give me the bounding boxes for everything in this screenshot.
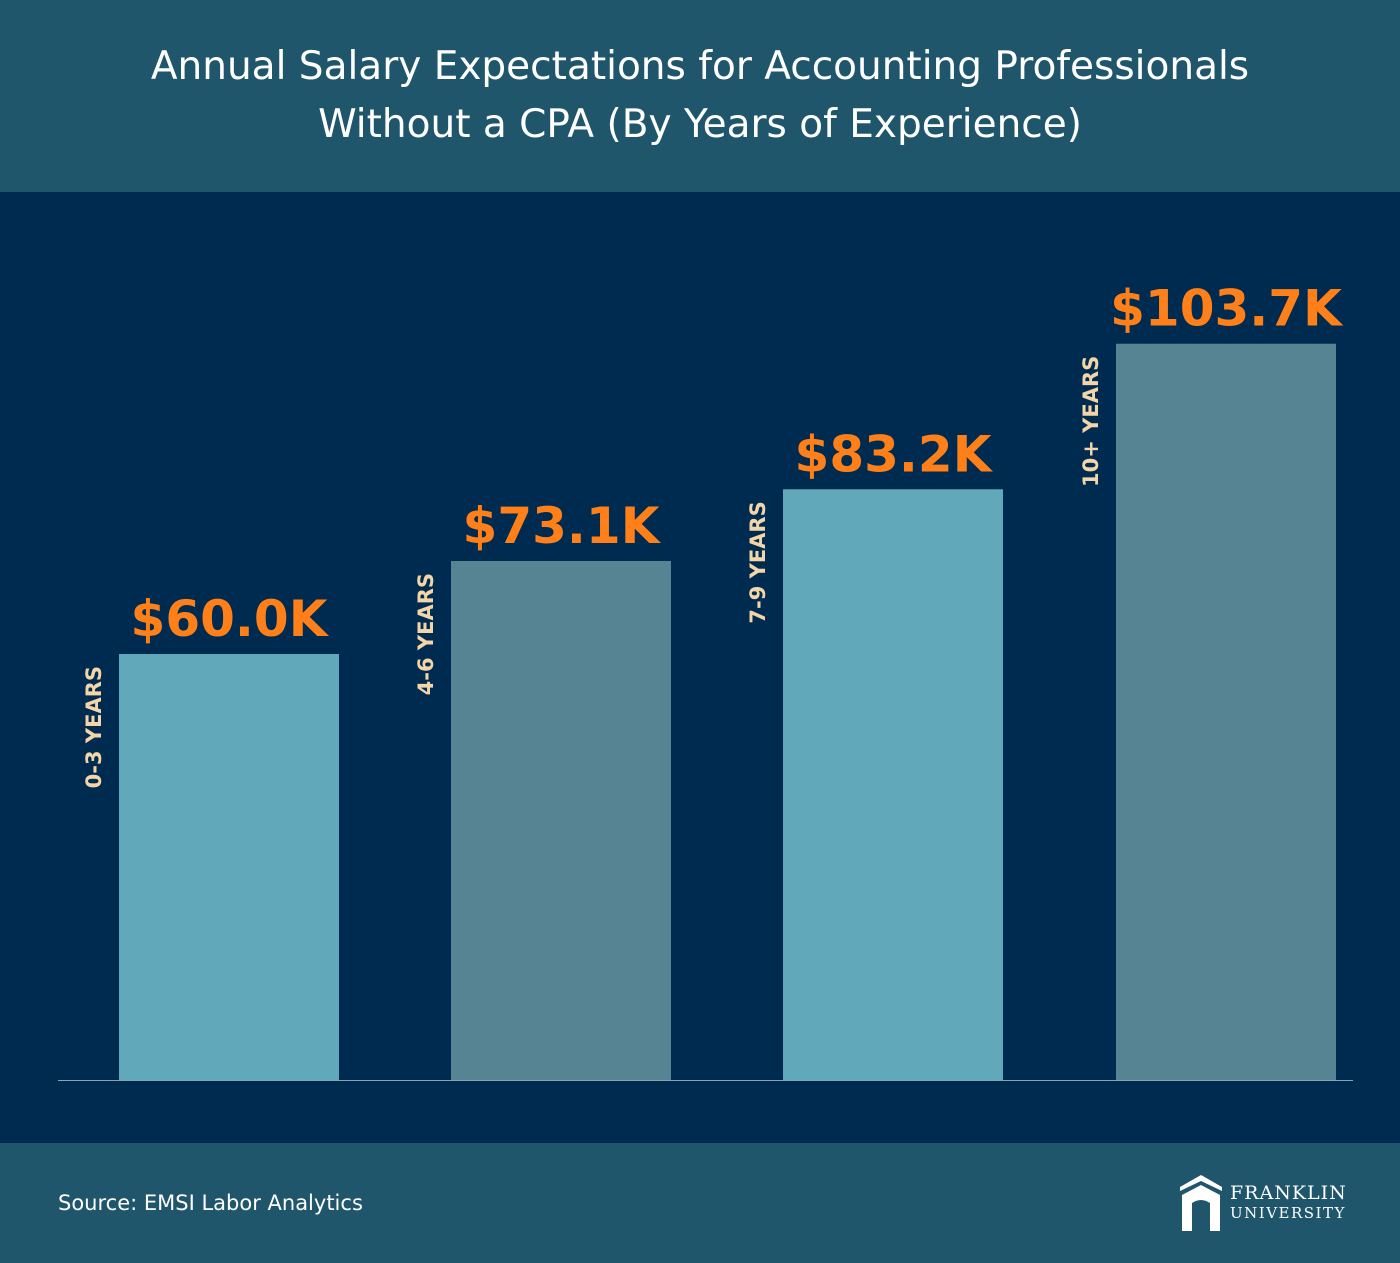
value-label-1: $60.0K bbox=[131, 590, 330, 648]
footer: Source: EMSI Labor Analytics FRANKLIN UN… bbox=[0, 1143, 1400, 1263]
source-note: Source: EMSI Labor Analytics bbox=[58, 1191, 363, 1215]
bar-2 bbox=[451, 560, 671, 1080]
value-label-2: $73.1K bbox=[463, 497, 662, 555]
bar-3 bbox=[783, 489, 1003, 1080]
bar-chart: $60.0K 0-3 YEARS $73.1K 4-6 YEARS $83.2K 7-9 … bbox=[58, 280, 1353, 1081]
value-label-3: $83.2K bbox=[795, 425, 994, 483]
logo-line2: UNIVERSITY bbox=[1230, 1204, 1346, 1222]
category-label-2: 4-6 YEARS bbox=[414, 573, 438, 695]
bar-1 bbox=[119, 654, 339, 1080]
chart-title-line1: Annual Salary Expectations for Accountin… bbox=[150, 44, 1250, 89]
logo-wordmark: FRANKLIN UNIVERSITY bbox=[1230, 1183, 1347, 1223]
chart-area: $60.0K 0-3 YEARS $73.1K 4-6 YEARS $83.2K 7-9 … bbox=[0, 192, 1400, 1143]
chart-header: Annual Salary Expectations for Accountin… bbox=[0, 0, 1400, 192]
value-label-4: $103.7K bbox=[1110, 280, 1344, 338]
franklin-logo-icon bbox=[1180, 1175, 1222, 1231]
category-label-3: 7-9 YEARS bbox=[746, 501, 770, 623]
bar-4 bbox=[1116, 343, 1336, 1080]
category-label-4: 10+ YEARS bbox=[1079, 356, 1103, 487]
chart-title: Annual Salary Expectations for Accountin… bbox=[70, 38, 1330, 154]
chart-title-line2: Without a CPA (By Years of Experience) bbox=[318, 102, 1082, 147]
category-label-1: 0-3 YEARS bbox=[82, 666, 106, 788]
logo-line1: FRANKLIN bbox=[1230, 1182, 1347, 1204]
franklin-university-logo: FRANKLIN UNIVERSITY bbox=[1178, 1173, 1358, 1233]
